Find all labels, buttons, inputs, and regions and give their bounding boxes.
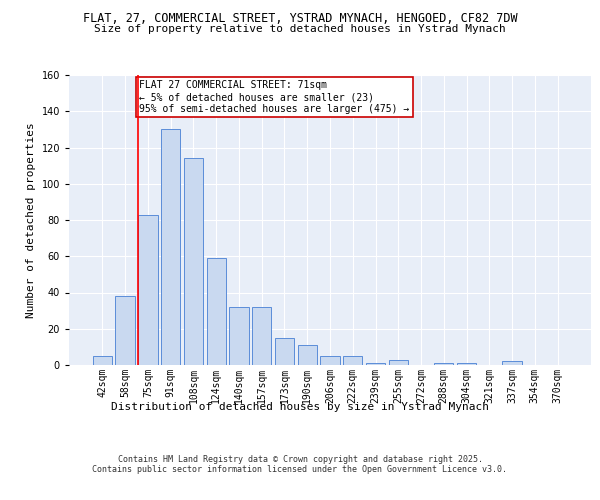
Bar bbox=[229, 307, 248, 365]
Bar bbox=[206, 258, 226, 365]
Bar bbox=[502, 362, 522, 365]
Text: FLAT, 27, COMMERCIAL STREET, YSTRAD MYNACH, HENGOED, CF82 7DW: FLAT, 27, COMMERCIAL STREET, YSTRAD MYNA… bbox=[83, 12, 517, 26]
Bar bbox=[366, 363, 385, 365]
Text: Distribution of detached houses by size in Ystrad Mynach: Distribution of detached houses by size … bbox=[111, 402, 489, 412]
Bar bbox=[184, 158, 203, 365]
Bar bbox=[343, 356, 362, 365]
Text: FLAT 27 COMMERCIAL STREET: 71sqm
← 5% of detached houses are smaller (23)
95% of: FLAT 27 COMMERCIAL STREET: 71sqm ← 5% of… bbox=[139, 80, 410, 114]
Bar bbox=[161, 130, 181, 365]
Bar bbox=[457, 363, 476, 365]
Bar bbox=[275, 338, 294, 365]
Bar bbox=[298, 345, 317, 365]
Bar bbox=[93, 356, 112, 365]
Bar bbox=[138, 214, 158, 365]
Bar bbox=[252, 307, 271, 365]
Bar bbox=[115, 296, 135, 365]
Bar bbox=[434, 363, 454, 365]
Text: Size of property relative to detached houses in Ystrad Mynach: Size of property relative to detached ho… bbox=[94, 24, 506, 34]
Y-axis label: Number of detached properties: Number of detached properties bbox=[26, 122, 36, 318]
Bar bbox=[389, 360, 408, 365]
Text: Contains HM Land Registry data © Crown copyright and database right 2025.
Contai: Contains HM Land Registry data © Crown c… bbox=[92, 455, 508, 474]
Bar bbox=[320, 356, 340, 365]
